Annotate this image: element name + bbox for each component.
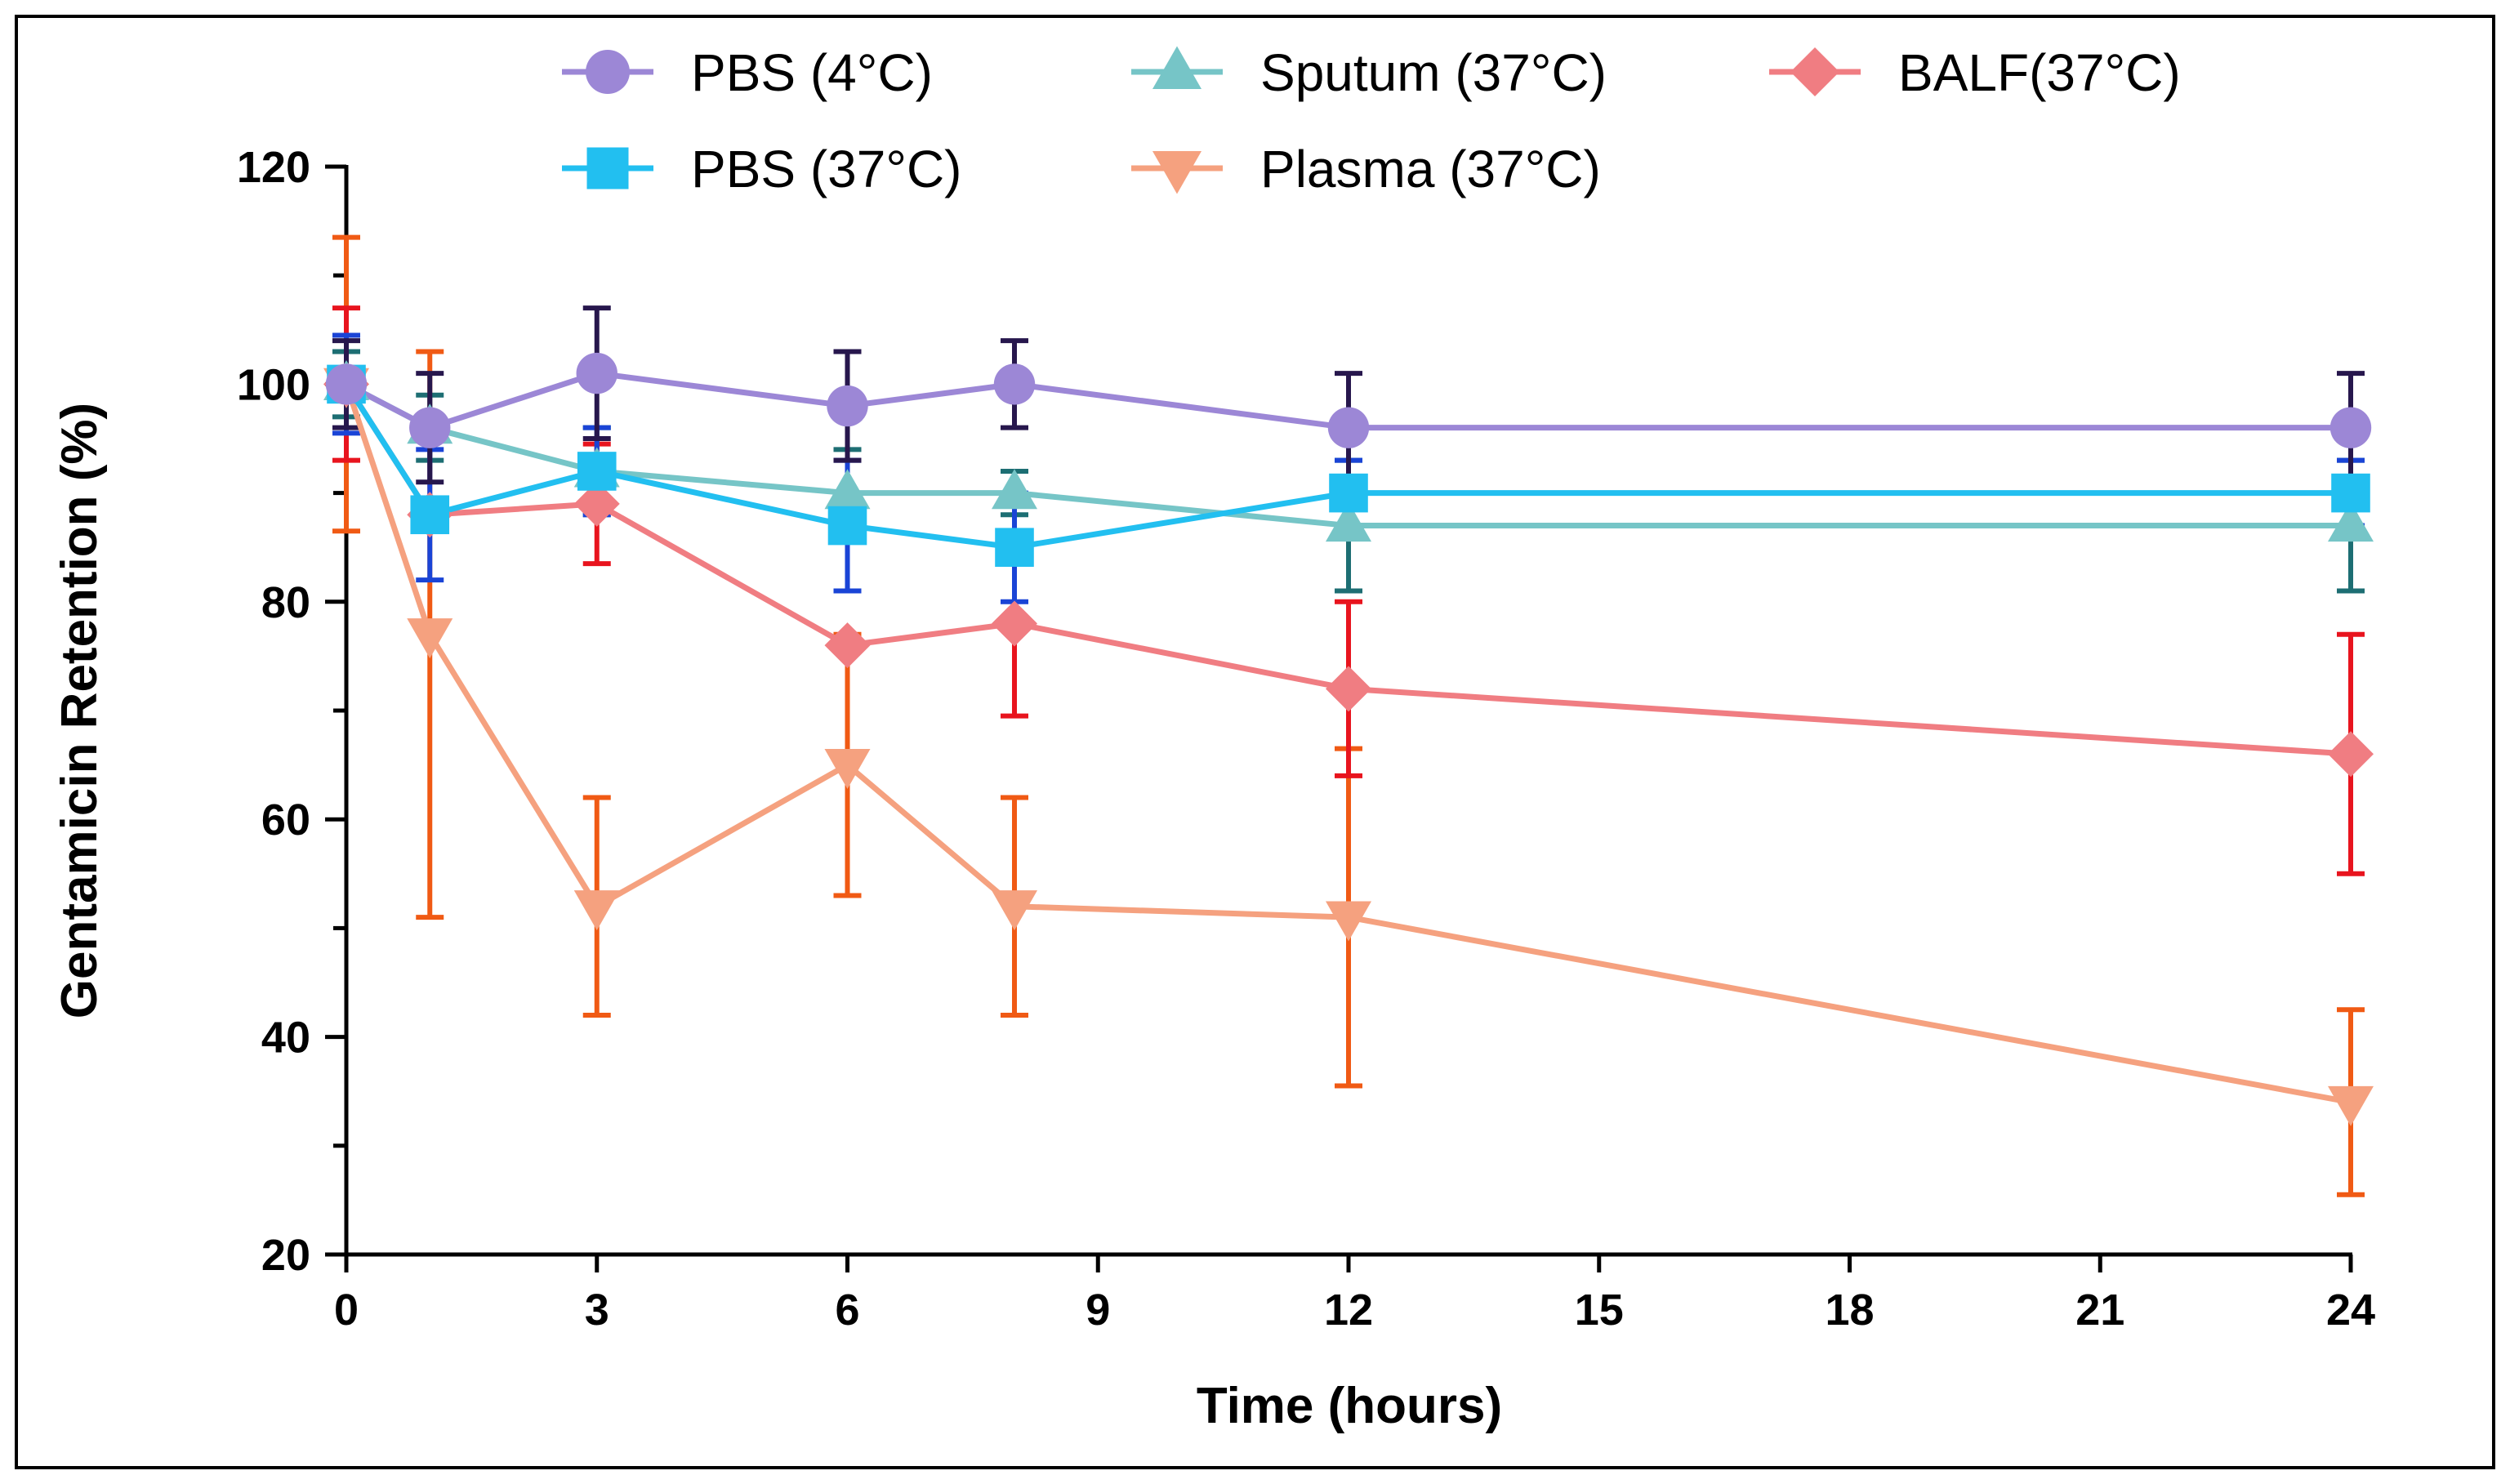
x-tick-label: 6 [835,1286,859,1335]
x-tick-label: 24 [2326,1286,2375,1335]
x-axis-title: Time (hours) [1197,1378,1502,1434]
legend-item-sputum-37-c: Sputum (37°C) [1131,43,1607,102]
legend-item-pbs-4-c: PBS (4°C) [562,43,933,102]
y-tick-label: 60 [261,795,310,844]
data-point-pbs-4-c [1327,407,1370,448]
legend-label-balf-37-c: BALF(37°C) [1898,43,2181,102]
legend-item-pbs-37-c: PBS (37°C) [562,140,961,198]
y-tick-label: 120 [237,143,310,192]
y-axis-title: Gentamicin Retention (%) [51,403,108,1018]
legend-marker-pbs-4-c [586,50,630,94]
data-point-pbs-4-c [827,385,868,427]
y-tick-label: 80 [261,578,310,627]
data-point-plasma-37-c [573,890,620,931]
legend-label-pbs-37-c: PBS (37°C) [691,140,961,198]
x-tick-label: 0 [334,1286,359,1335]
data-point-plasma-37-c [407,618,453,659]
legend-label-plasma-37-c: Plasma (37°C) [1260,140,1601,198]
data-point-plasma-37-c [992,890,1037,931]
x-tick-label: 9 [1086,1286,1110,1335]
markers-pbs-37-c [327,364,2370,567]
data-point-pbs-4-c [576,352,617,394]
data-point-pbs-37-c [577,452,617,491]
data-point-plasma-37-c [1326,901,1371,942]
data-point-pbs-37-c [827,506,867,546]
data-point-pbs-4-c [2329,407,2372,448]
data-point-pbs-37-c [995,528,1034,567]
x-tick-label: 15 [1575,1286,1624,1335]
data-point-sputum-37-c [824,469,871,510]
y-tick-label: 40 [261,1014,310,1063]
x-tick-label: 18 [1825,1286,1874,1335]
y-tick-label: 100 [237,360,310,409]
data-point-pbs-4-c [325,363,368,405]
legend-marker-pbs-37-c [586,147,629,189]
data-point-sputum-37-c [1326,501,1371,542]
data-point-pbs-4-c [409,407,451,448]
data-point-balf-37-c [1326,666,1371,712]
data-point-balf-37-c [2328,731,2374,778]
legend: PBS (4°C) Sputum (37°C) BALF(37°C) PBS (37°… [562,43,2181,198]
legend-label-sputum-37-c: Sputum (37°C) [1260,43,1607,102]
x-tick-label: 3 [585,1286,609,1335]
x-tick-label: 12 [1324,1286,1373,1335]
data-point-pbs-37-c [2331,473,2370,513]
legend-marker-balf-37-c [1790,47,1839,96]
data-point-balf-37-c [573,480,620,527]
data-point-pbs-4-c [993,363,1036,405]
markers-pbs-4-c [325,352,2372,448]
legend-label-pbs-4-c: PBS (4°C) [691,43,933,102]
data-point-pbs-37-c [410,495,450,535]
data-point-pbs-37-c [1329,473,1368,513]
legend-marker-plasma-37-c [1152,151,1202,194]
series-markers [323,352,2374,1126]
legend-item-plasma-37-c: Plasma (37°C) [1131,140,1601,198]
error-bars-pbs-4-c [332,305,2365,485]
data-point-sputum-37-c [992,469,1037,510]
data-point-balf-37-c [992,600,1037,647]
legend-item-balf-37-c: BALF(37°C) [1769,43,2181,102]
y-tick-label: 20 [261,1231,310,1280]
data-point-plasma-37-c [2328,1085,2374,1126]
data-point-sputum-37-c [2328,501,2374,542]
data-point-plasma-37-c [824,749,871,789]
data-point-balf-37-c [824,622,871,669]
x-tick-label: 21 [2075,1286,2124,1335]
legend-marker-sputum-37-c [1152,46,1202,89]
